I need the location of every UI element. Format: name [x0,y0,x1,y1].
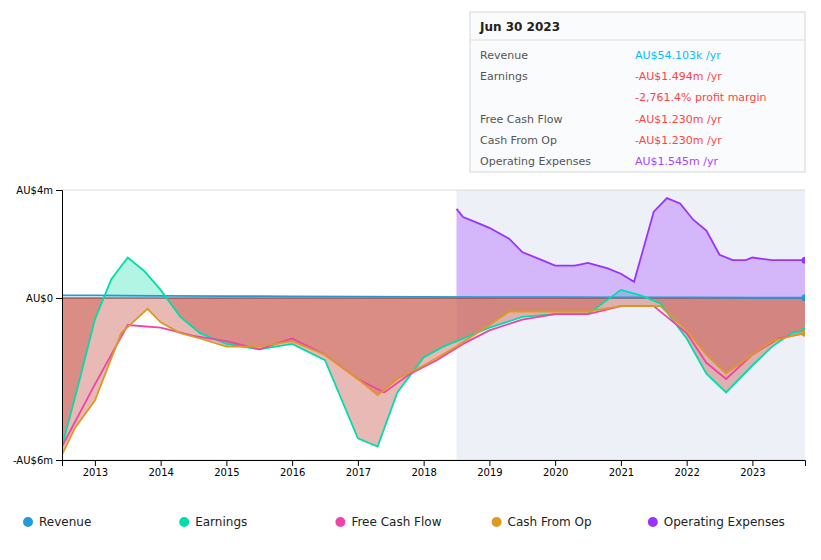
info-box-frame [470,12,805,172]
legend-label: Cash From Op [508,515,592,529]
x-tick: 2015 [214,460,239,478]
y-axis-line [56,191,63,461]
info-box-title: Jun 30 2023 [479,20,560,34]
x-tick: 2018 [411,460,436,478]
x-tick-label: 2023 [740,467,765,478]
chart: 2013 2014 2015 2016 2017 2018 2019 2020 2021 2022… [0,0,821,560]
lines [62,198,805,455]
legend-swatch [492,517,502,527]
legend-item: Earnings [179,515,247,529]
x-tick-mark [358,460,359,466]
fills [62,198,805,455]
y-tick-label: AU$4m [16,185,53,196]
x-tick-label: 2014 [148,467,173,478]
info-box-separator [470,40,805,41]
end-marker [802,257,806,264]
x-tick-mark [226,460,227,466]
x-tick: 2017 [346,460,371,478]
x-tick: 2016 [280,460,305,478]
x-axis: 2013 2014 2015 2016 2017 2018 2019 2020 2021 2022… [63,460,806,478]
legend-label: Operating Expenses [664,515,785,529]
x-tick-label: 2017 [346,467,371,478]
legend-swatch [23,517,33,527]
end-marker [802,294,806,301]
y-tick-mark [56,460,62,461]
info-box-value: -AU$1.230m /yr [635,113,722,126]
negative-fill-group [62,298,805,455]
legend-swatch [648,517,658,527]
info-box-label: Operating Expenses [480,155,591,168]
info-box: Jun 30 2023 Revenue AU$54.103k /yr Earnings… [470,12,805,172]
x-tick-label: 2016 [280,467,305,478]
info-box-value: AU$54.103k /yr [635,49,721,62]
x-tick: 2021 [609,460,634,478]
x-tick: 2019 [477,460,502,478]
legend-swatch [335,517,345,527]
end-marker [802,330,806,337]
x-tick-label: 2021 [609,467,634,478]
end-marker [802,330,806,337]
y-tick: AU$0 [26,293,62,304]
x-tick-label: 2020 [543,467,568,478]
legend-swatch [179,517,189,527]
x-tick-mark [95,460,96,466]
legend: Revenue Earnings Free Cash Flow Cash From O… [23,515,785,529]
x-tick-mark [489,460,490,466]
x-tick-label: 2015 [214,467,239,478]
y-tick: -AU$6m [13,455,62,466]
series-line [62,306,805,446]
series-line [62,295,805,297]
info-box-label: Revenue [480,49,528,62]
legend-label: Earnings [195,515,247,529]
area-positive [457,198,805,298]
y-axis: AU$4m AU$0 -AU$6m [13,185,63,466]
info-box-value: -2,761.4% profit margin [635,91,766,104]
legend-item: Free Cash Flow [335,515,441,529]
x-tick-label: 2019 [477,467,502,478]
x-axis-line [63,461,806,467]
legend-label: Free Cash Flow [351,515,441,529]
x-tick-mark [687,460,688,466]
info-box-label: Earnings [480,70,528,83]
x-tick-label: 2013 [83,467,108,478]
x-tick-label: 2018 [411,467,436,478]
x-tick-mark [752,460,753,466]
x-tick-mark [621,460,622,466]
info-box-value: AU$1.545m /yr [635,155,718,168]
x-tick-mark [161,460,162,466]
info-box-label: Cash From Op [480,134,557,147]
info-box-label: Free Cash Flow [480,113,563,126]
x-tick: 2022 [674,460,699,478]
series-line [62,258,805,447]
legend-item: Revenue [23,515,91,529]
x-tick: 2013 [83,460,108,478]
area-negative [62,298,805,455]
y-tick-label: -AU$6m [13,455,53,466]
x-tick-mark [292,460,293,466]
x-tick: 2023 [740,460,765,478]
y-tick: AU$4m [16,185,62,196]
y-tick-mark [56,190,62,191]
info-box-value: -AU$1.494m /yr [635,70,722,83]
grid [62,190,805,460]
positive-fill-group [457,198,805,298]
y-tick-label: AU$0 [26,293,53,304]
x-tick: 2014 [148,460,173,478]
legend-label: Revenue [39,515,91,529]
legend-item: Cash From Op [492,515,592,529]
plot-area [62,198,805,455]
x-tick-mark [424,460,425,466]
series-line [457,198,805,282]
y-tick-mark [56,298,62,299]
grid-line [62,190,805,191]
x-tick-label: 2022 [674,467,699,478]
x-tick: 2020 [543,460,568,478]
legend-item: Operating Expenses [648,515,785,529]
series-line [62,306,805,455]
x-tick-mark [555,460,556,466]
info-box-value: -AU$1.230m /yr [635,134,722,147]
